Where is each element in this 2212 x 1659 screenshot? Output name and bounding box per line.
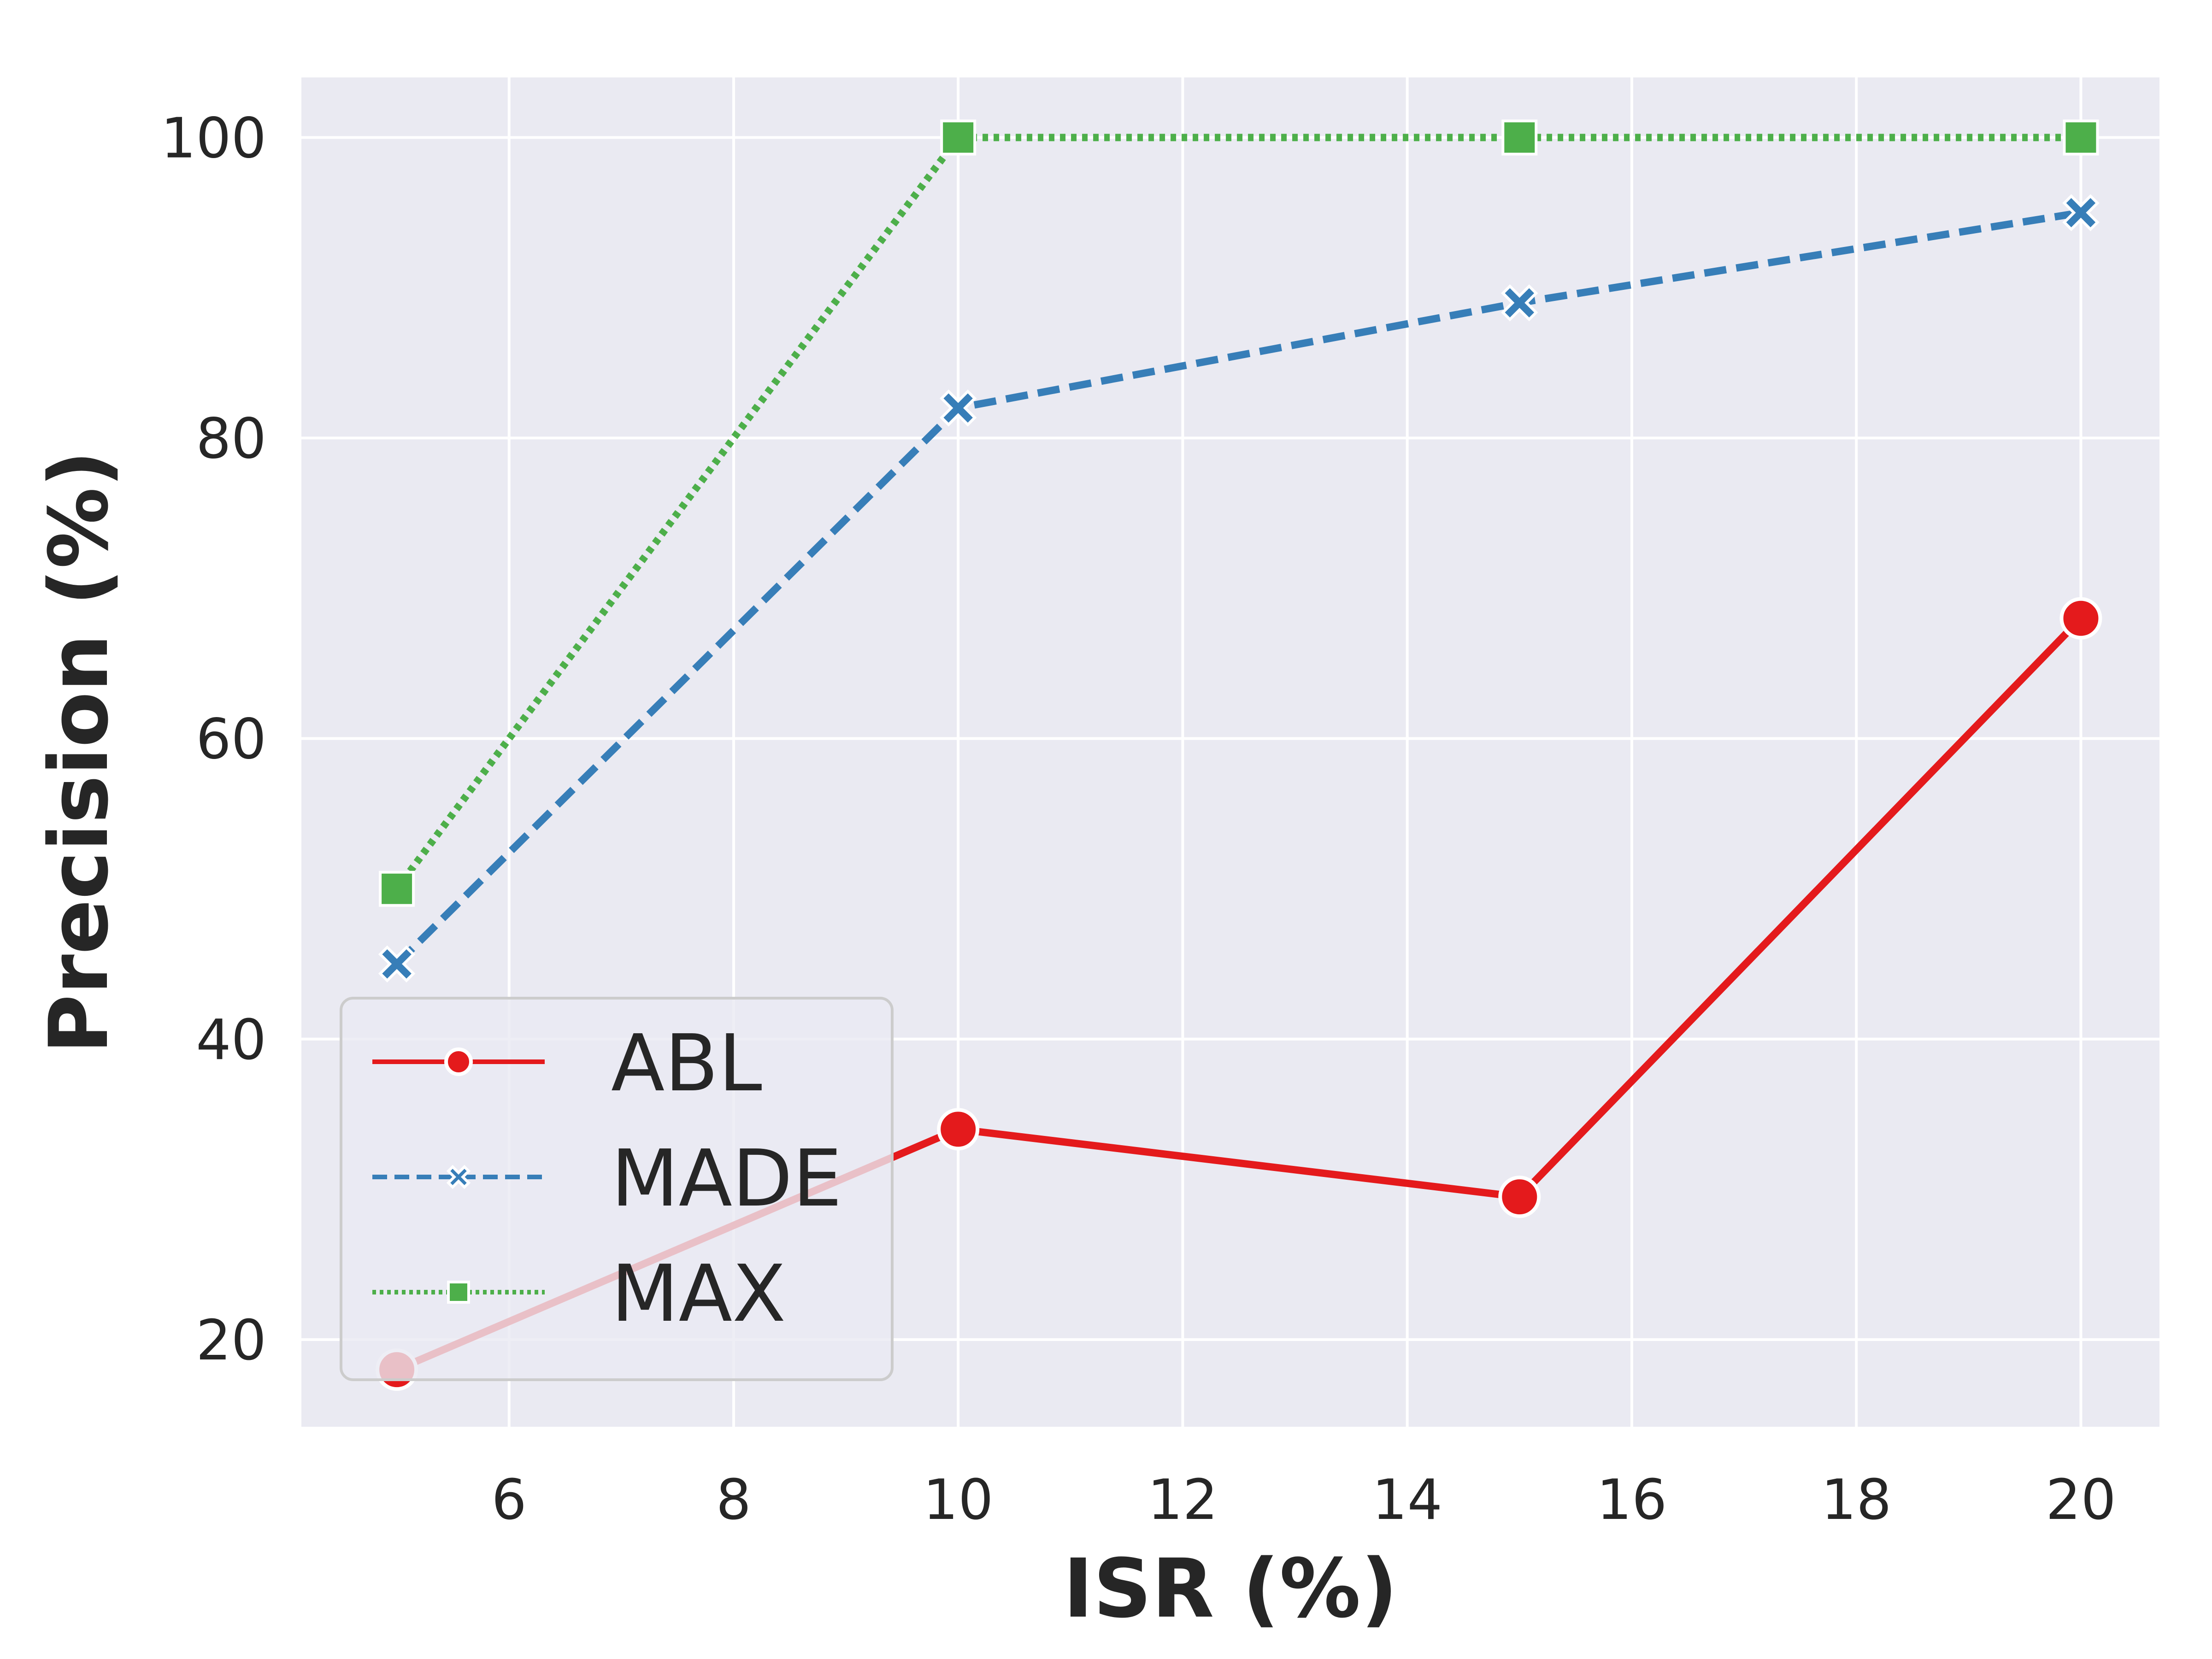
- series-line-made: [394, 209, 2082, 967]
- legend-item-abl: ABL: [372, 1018, 762, 1109]
- y-axis-title: Precision (%): [32, 450, 126, 1054]
- data-point-max: [2063, 119, 2099, 156]
- data-point-made: [939, 389, 977, 427]
- data-point-max: [1501, 119, 1538, 156]
- legend-label: MAX: [611, 1248, 786, 1340]
- x-axis-ticks: 6 8 10 12 14 16 18 20: [492, 1468, 2116, 1532]
- data-point-made: [2062, 194, 2100, 231]
- y-tick-label: 40: [196, 1008, 266, 1072]
- y-axis-ticks: 20 40 60 80 100: [161, 106, 266, 1372]
- y-tick-label: 80: [196, 407, 266, 471]
- x-axis-title: ISR (%): [1063, 1541, 1398, 1636]
- data-point-max: [940, 119, 977, 156]
- y-tick-label: 100: [161, 106, 266, 171]
- data-point-abl: [1498, 1176, 1541, 1218]
- data-point-max: [379, 871, 415, 907]
- legend-item-made: MADE: [372, 1133, 842, 1224]
- legend-label: MADE: [611, 1133, 842, 1224]
- data-point-made: [378, 945, 416, 982]
- legend-box: [340, 997, 894, 1381]
- y-tick-label: 60: [196, 708, 266, 772]
- x-tick-label: 8: [716, 1468, 751, 1532]
- data-point-abl: [2059, 597, 2102, 640]
- series-line-max: [394, 134, 2081, 891]
- legend-marker: [446, 1165, 471, 1189]
- x-tick-label: 14: [1372, 1468, 1442, 1532]
- data-point-abl: [937, 1108, 980, 1151]
- legend-marker: [444, 1047, 473, 1076]
- x-tick-label: 6: [492, 1468, 527, 1532]
- x-tick-label: 12: [1147, 1468, 1218, 1532]
- legend-marker: [447, 1281, 470, 1304]
- legend-item-max: MAX: [372, 1248, 786, 1340]
- x-tick-label: 20: [2046, 1468, 2116, 1532]
- x-tick-label: 18: [1821, 1468, 1892, 1532]
- data-point-made: [1501, 284, 1538, 322]
- x-tick-label: 16: [1597, 1468, 1667, 1532]
- y-tick-label: 20: [196, 1309, 266, 1373]
- x-tick-label: 10: [923, 1468, 994, 1532]
- legend-label: ABL: [611, 1018, 762, 1109]
- legend: ABL MADE MAX: [340, 997, 894, 1381]
